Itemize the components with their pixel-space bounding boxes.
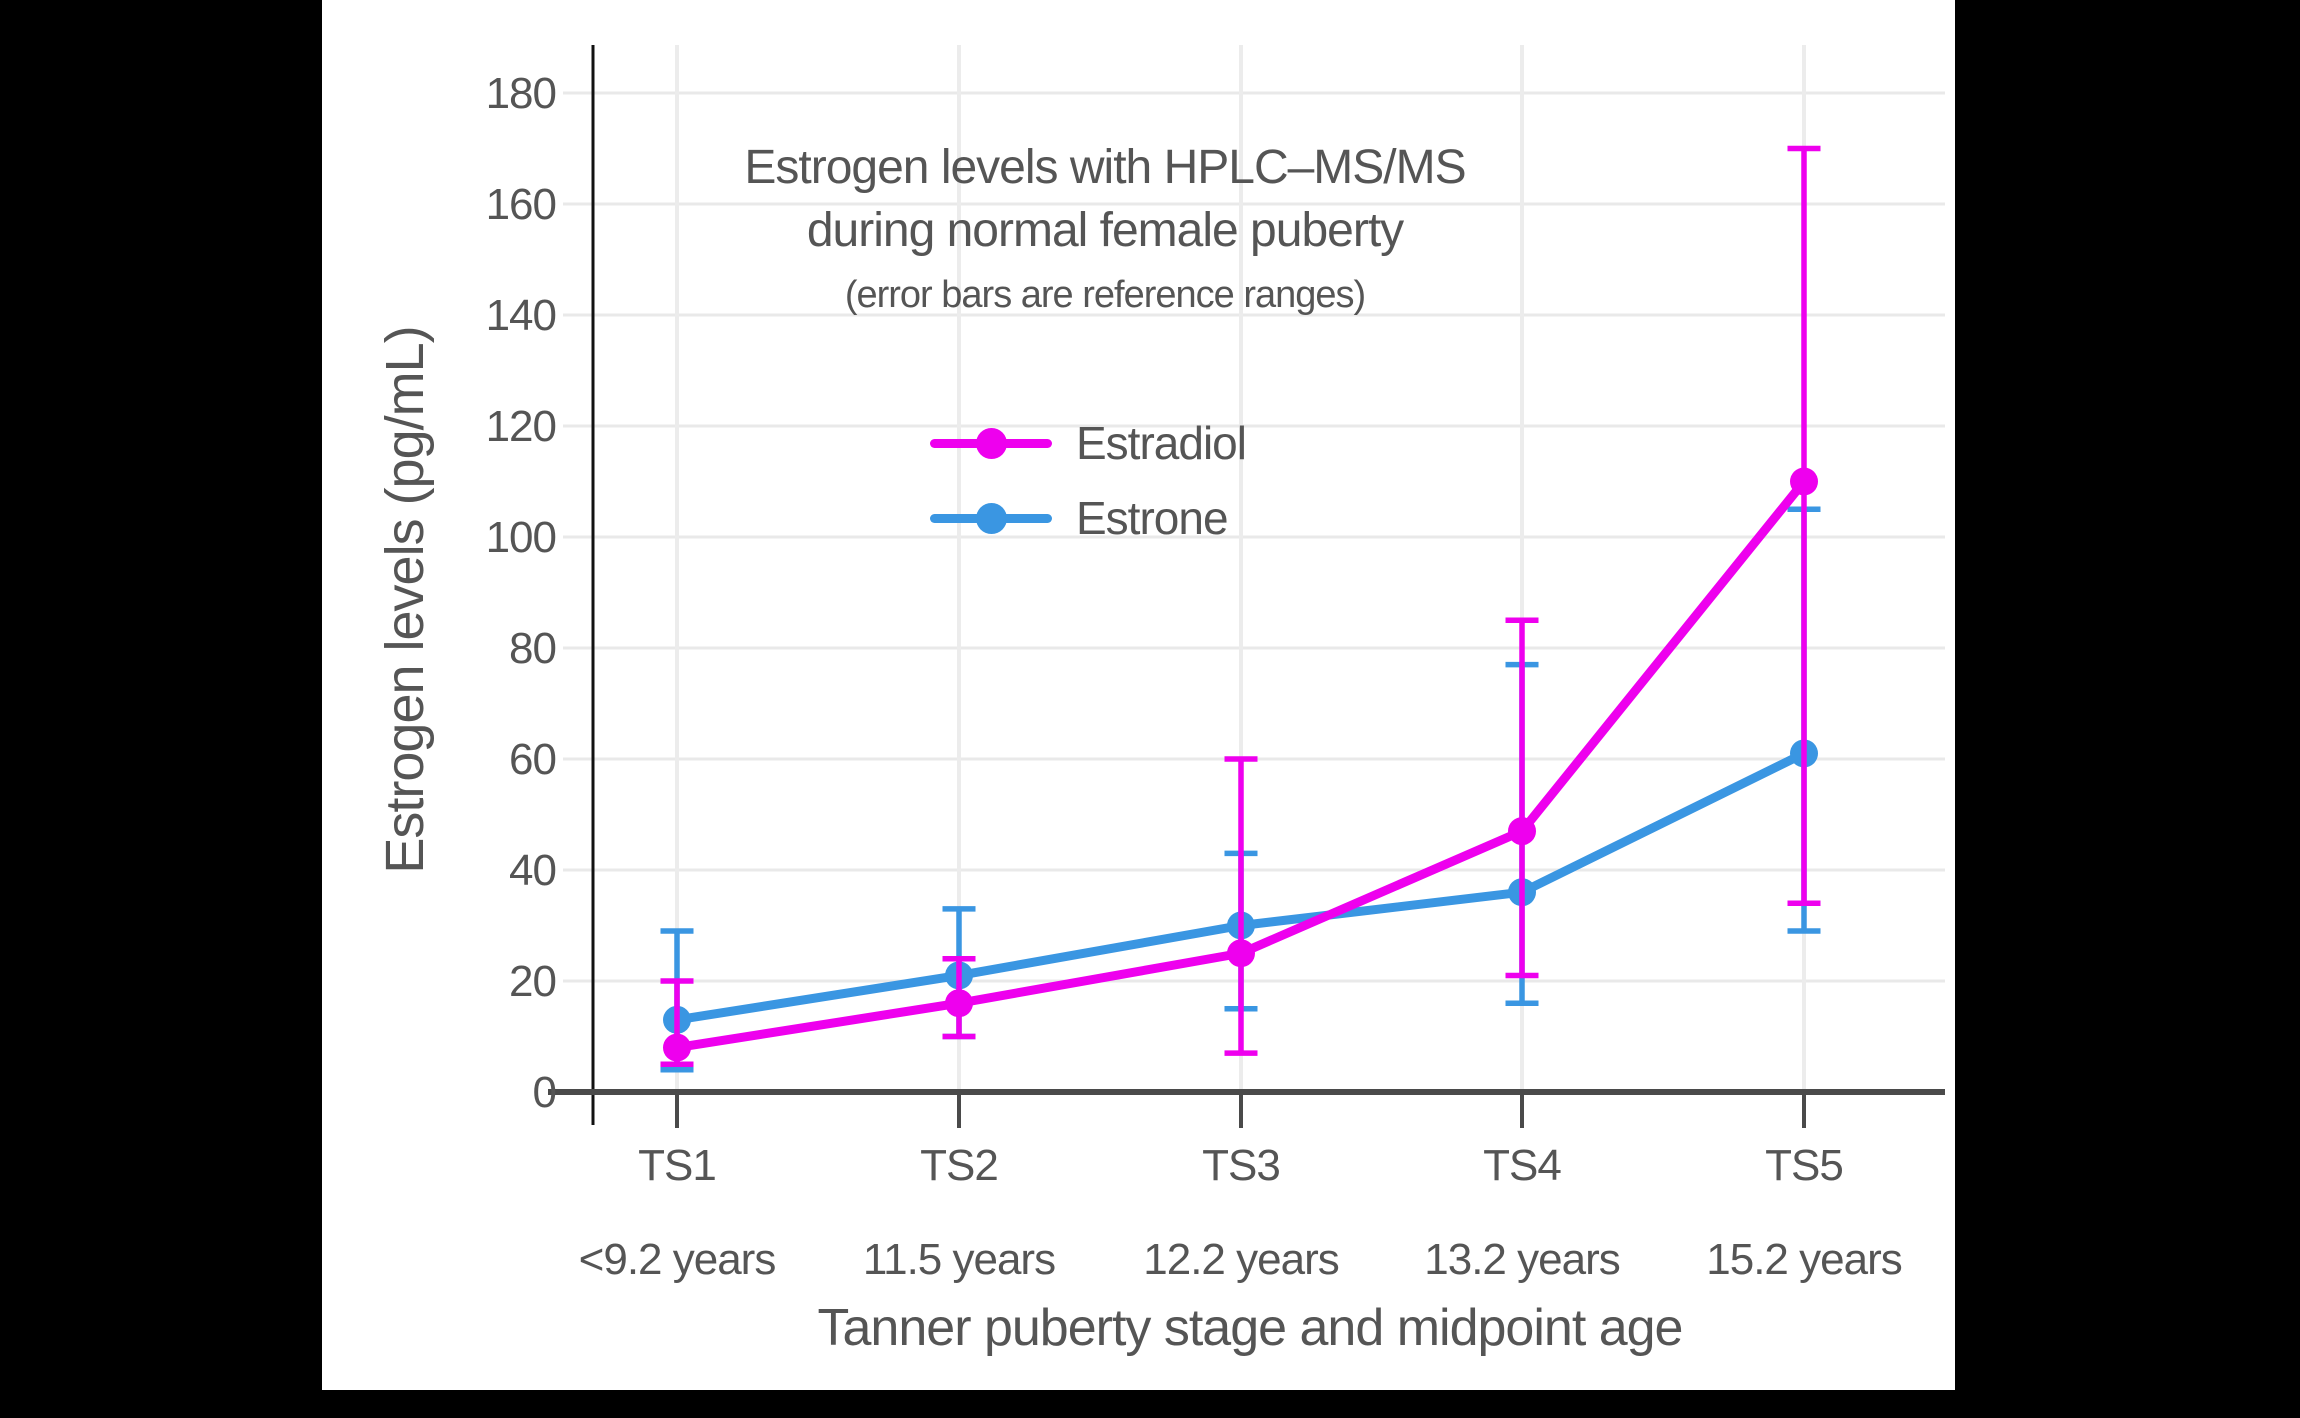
x-tick-labels: TS1 TS2 TS3 TS4 TS5 <box>638 1141 1844 1190</box>
svg-text:TS3: TS3 <box>1202 1141 1280 1190</box>
legend-label-estrone: Estrone <box>1076 492 1229 544</box>
svg-text:180: 180 <box>486 69 556 118</box>
data-point <box>663 1033 691 1062</box>
x-axis-ticks <box>675 1095 1806 1128</box>
series-estradiol <box>660 145 1821 1067</box>
svg-text:TS1: TS1 <box>638 1141 716 1190</box>
legend-item-estrone: Estrone <box>930 487 1229 549</box>
x-age-labels: <9.2 years 11.5 years 12.2 years 13.2 years… <box>579 1235 1903 1284</box>
estradiol-legend-marker-icon <box>930 427 1052 459</box>
svg-text:120: 120 <box>486 402 556 451</box>
legend-label-estradiol: Estradiol <box>1076 417 1247 469</box>
chart-title-line1: Estrogen levels with HPLC–MS/MS <box>744 141 1466 194</box>
y-axis-title: Estrogen levels (pg/mL) <box>375 326 435 874</box>
svg-text:80: 80 <box>509 624 556 673</box>
svg-text:15.2 years: 15.2 years <box>1706 1235 1901 1284</box>
data-point <box>945 989 973 1018</box>
data-point <box>1508 817 1536 846</box>
svg-text:40: 40 <box>509 846 556 895</box>
svg-text:12.2 years: 12.2 years <box>1143 1235 1338 1284</box>
svg-text:100: 100 <box>486 513 556 562</box>
error-bar <box>1787 145 1821 907</box>
svg-text:140: 140 <box>486 291 556 340</box>
chart-subtitle: (error bars are reference ranges) <box>844 274 1366 316</box>
x-axis-title: Tanner puberty stage and midpoint age <box>817 1299 1684 1357</box>
svg-text:<9.2 years: <9.2 years <box>579 1235 776 1284</box>
svg-text:60: 60 <box>509 735 556 784</box>
svg-text:160: 160 <box>486 180 556 229</box>
error-bar <box>1224 756 1258 1056</box>
data-point <box>1790 467 1818 496</box>
svg-text:TS2: TS2 <box>920 1141 998 1190</box>
error-bar <box>1505 617 1539 979</box>
svg-text:13.2 years: 13.2 years <box>1424 1235 1619 1284</box>
legend-item-estradiol: Estradiol <box>930 412 1247 474</box>
data-point <box>1227 939 1255 968</box>
chart-title-line2: during normal female puberty <box>806 204 1404 257</box>
svg-text:11.5 years: 11.5 years <box>863 1235 1055 1284</box>
svg-text:20: 20 <box>509 957 556 1006</box>
svg-text:TS5: TS5 <box>1765 1141 1843 1190</box>
svg-text:TS4: TS4 <box>1483 1141 1561 1190</box>
y-tick-labels: 0 20 40 60 80 100 120 140 160 180 <box>486 69 557 1117</box>
estrone-legend-marker-icon <box>930 502 1052 534</box>
svg-text:0: 0 <box>533 1068 556 1117</box>
